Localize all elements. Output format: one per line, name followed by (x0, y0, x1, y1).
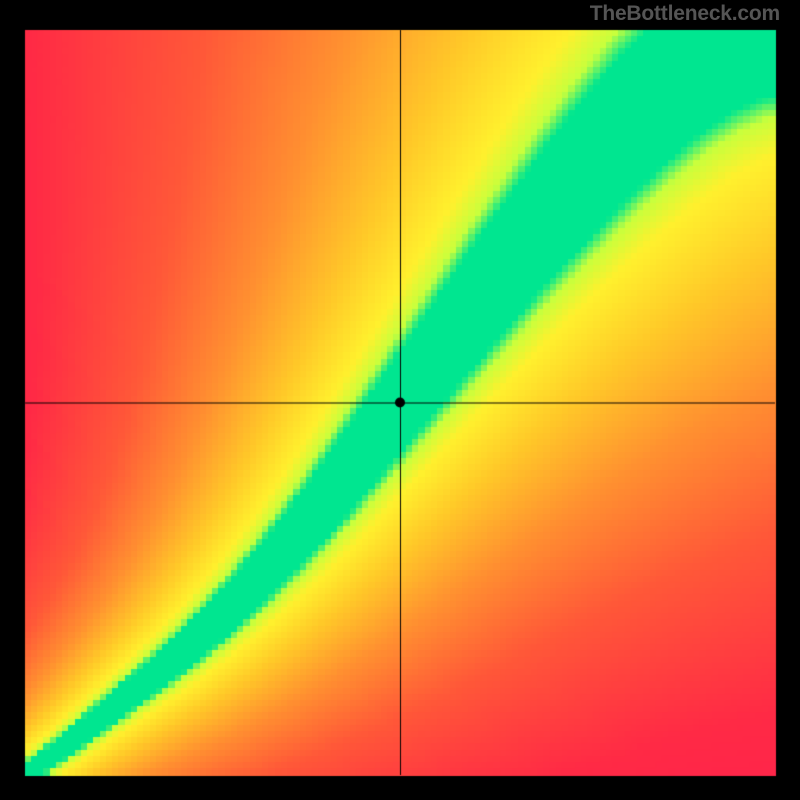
crosshair-overlay (0, 0, 800, 800)
chart-container: TheBottleneck.com (0, 0, 800, 800)
watermark-text: TheBottleneck.com (590, 2, 780, 26)
